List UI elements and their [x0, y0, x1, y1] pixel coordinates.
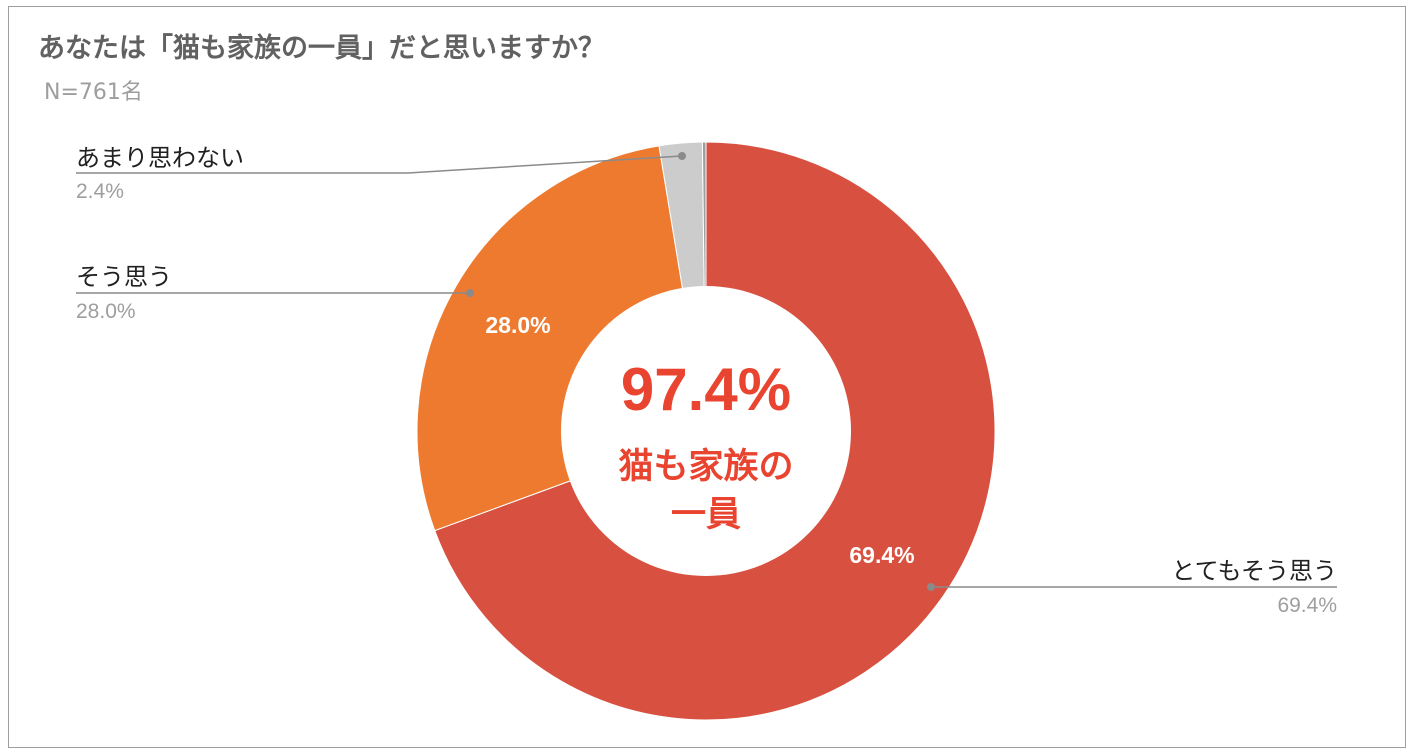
chart-frame: [8, 6, 1406, 748]
donut-hole: [561, 286, 851, 576]
callout-value-amari: 2.4%: [76, 180, 124, 203]
slice-label-so-omou: 28.0%: [485, 312, 550, 338]
callout-label-totemo: とてもそう思う: [1171, 557, 1337, 585]
center-label-line1: 猫も家族の: [618, 447, 793, 487]
callout-label-amari: あまり思わない: [76, 144, 244, 172]
callout-value-totemo: 69.4%: [1277, 594, 1337, 617]
callout-line-amari: [76, 155, 683, 174]
center-value: 97.4%: [621, 356, 791, 423]
callout-dot-totemo: [927, 583, 935, 591]
chart-title: あなたは「猫も家族の一員」だと思いますか？: [38, 33, 605, 64]
center-label-line2: 一員: [671, 495, 741, 535]
slice-label-totemo: 69.4%: [849, 542, 914, 568]
slice-other: [701, 141, 707, 432]
chart-subtitle: N=761名: [44, 80, 143, 105]
callout-label-so-omou: そう思う: [76, 263, 172, 291]
callout-value-so-omou: 28.0%: [76, 300, 136, 323]
callout-dot-so-omou: [466, 289, 474, 297]
callout-dot-amari: [678, 152, 686, 160]
